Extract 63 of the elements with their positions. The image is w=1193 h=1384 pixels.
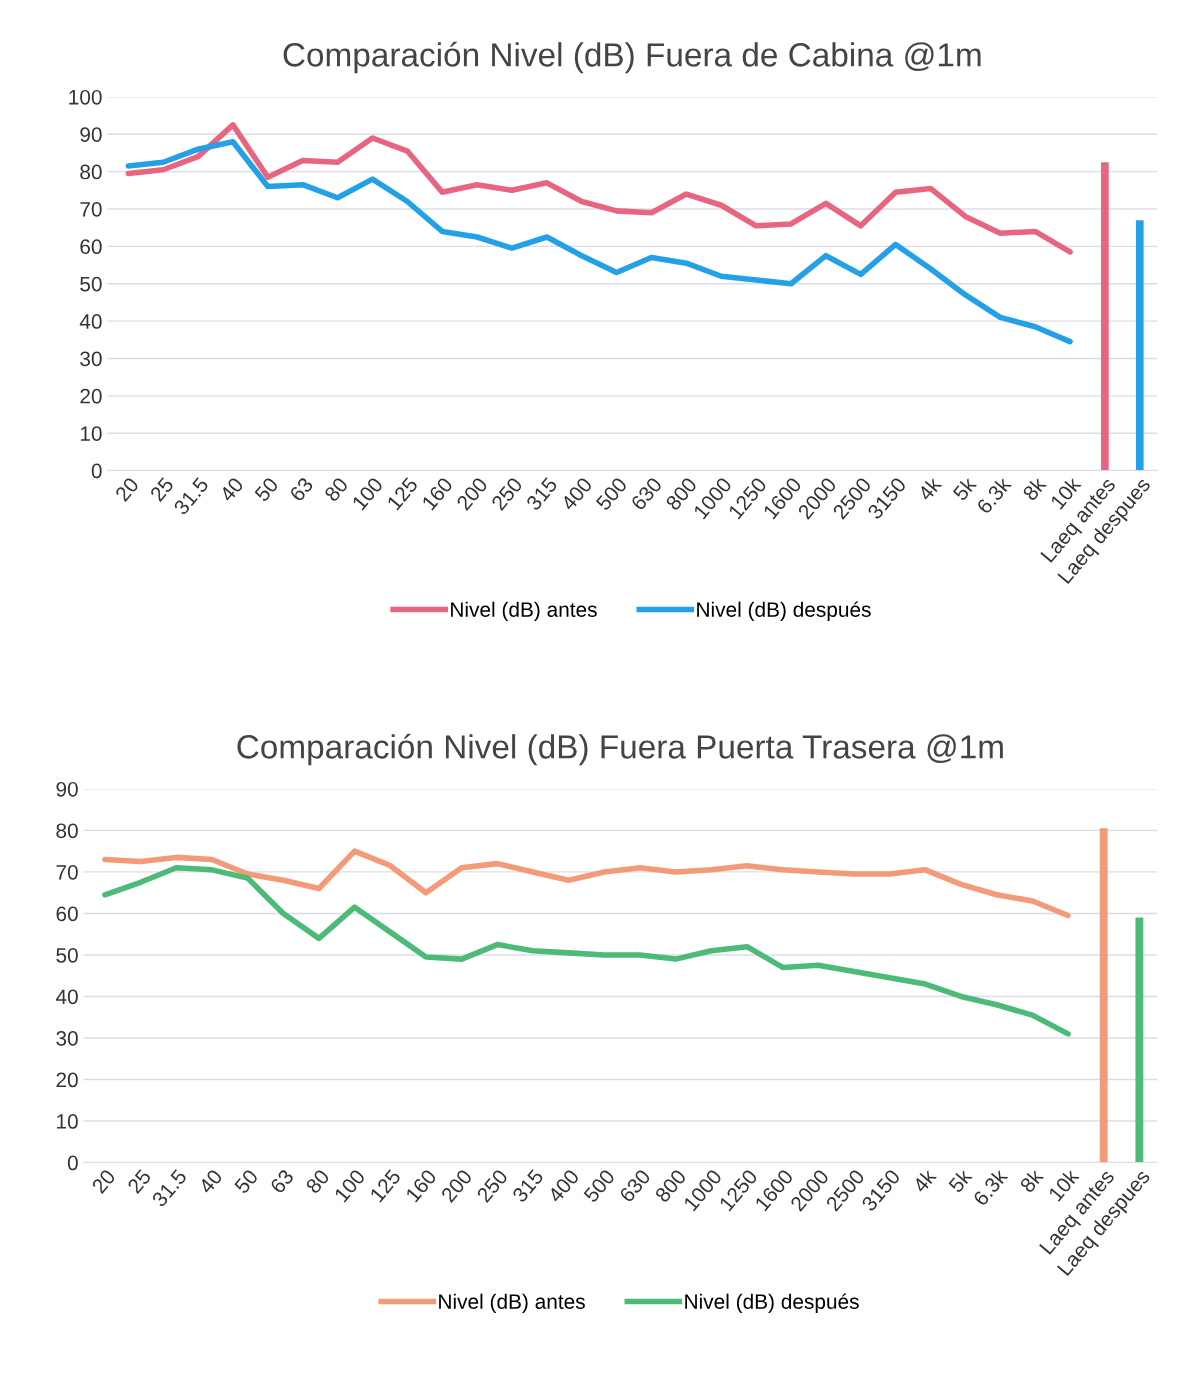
y-tick-label: 100 [69, 89, 102, 105]
y-tick-label: 30 [56, 1031, 78, 1046]
legend-label: Nivel (dB) antes [451, 601, 597, 622]
x-tick-label: 5k [947, 1167, 973, 1194]
x-tick-label: 80 [323, 476, 349, 503]
x-tick-label: 315 [511, 1168, 545, 1204]
y-tick-label: 60 [56, 906, 78, 922]
x-tick-label: 630 [618, 1168, 652, 1204]
y-tick-label: 70 [56, 864, 78, 880]
x-tick-label: 500 [595, 476, 628, 512]
x-tick-label: 100 [333, 1168, 366, 1203]
y-tick-label: 90 [80, 127, 102, 142]
y-tick-label: 80 [80, 164, 102, 180]
x-tick-label: 50 [253, 476, 280, 503]
x-tick-label: 315 [525, 476, 558, 512]
x-tick-label: 4k [916, 475, 943, 502]
x-tick-label: 40 [197, 1168, 224, 1195]
y-tick-label: 20 [80, 388, 102, 404]
y-tick-label: 0 [67, 1155, 78, 1171]
y-tick-label: 0 [91, 463, 102, 479]
x-tick-label: 125 [369, 1168, 402, 1203]
x-tick-label: 160 [421, 476, 454, 511]
x-tick-label: 200 [440, 1168, 473, 1204]
y-tick-label: 20 [56, 1072, 78, 1088]
x-tick-label: 125 [386, 476, 419, 511]
y-tick-label: 10 [57, 1114, 78, 1129]
y-tick-label: 70 [80, 201, 102, 217]
y-tick-label: 30 [80, 351, 102, 367]
x-tick-label: 20 [114, 476, 140, 503]
x-tick-label: 25 [149, 476, 175, 503]
chart-title: Comparación Nivel (dB) Fuera de Cabina @1m [283, 41, 981, 74]
y-tick-label: 50 [56, 947, 78, 963]
y-tick-label: 40 [55, 989, 78, 1005]
legend-label: Nivel (dB) después [697, 601, 871, 622]
x-tick-label: 8k [1018, 1167, 1045, 1194]
y-tick-label: 50 [80, 276, 102, 292]
x-tick-label: 63 [269, 1168, 295, 1195]
chart-title: Comparación Nivel (dB) Fuera Puerta Trasera @1m [237, 733, 1003, 766]
x-tick-label: 200 [455, 476, 489, 512]
y-tick-label: 80 [56, 823, 78, 839]
x-tick-label: 8k [1021, 475, 1047, 502]
y-tick-label: 60 [80, 239, 102, 255]
x-tick-label: 400 [547, 1168, 580, 1204]
x-tick-label: 160 [405, 1168, 438, 1203]
y-tick-label: 10 [80, 426, 102, 441]
x-tick-label: 40 [218, 476, 245, 503]
x-tick-label: 25 [126, 1168, 152, 1195]
x-tick-label: 250 [476, 1168, 509, 1204]
x-tick-label: 400 [560, 476, 593, 512]
x-tick-label: 4k [911, 1167, 937, 1194]
x-tick-label: 630 [630, 476, 663, 512]
x-tick-label: 500 [582, 1168, 616, 1204]
x-tick-label: 100 [351, 476, 384, 511]
x-tick-label: 50 [233, 1168, 259, 1195]
x-tick-label: 250 [490, 476, 524, 512]
x-tick-label: 63 [288, 476, 314, 503]
x-tick-label: 6.3k [972, 1167, 1009, 1207]
legend-label: Nivel (dB) después [685, 1293, 859, 1314]
x-tick-label: 80 [305, 1168, 331, 1195]
y-tick-label: 90 [56, 781, 78, 797]
legend-label: Nivel (dB) antes [439, 1293, 585, 1314]
y-tick-label: 40 [79, 314, 102, 329]
x-tick-label: 5k [951, 475, 978, 502]
